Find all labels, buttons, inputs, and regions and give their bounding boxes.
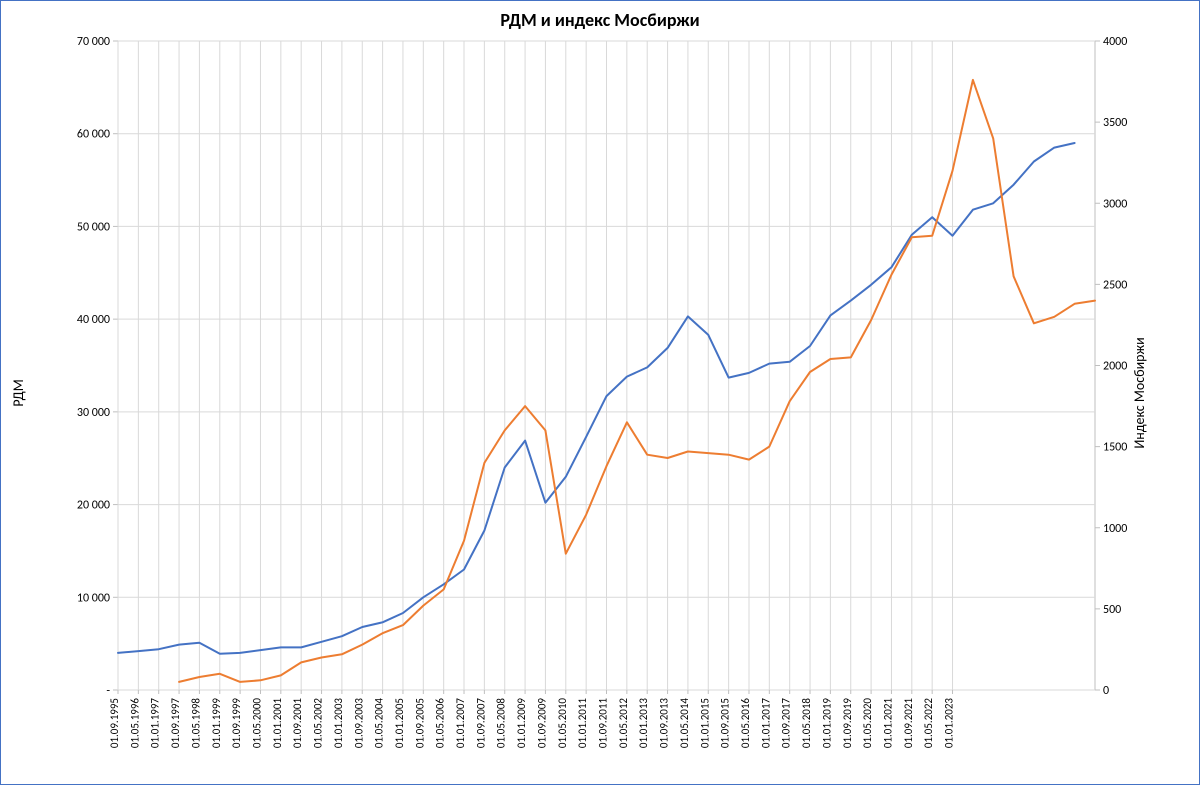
- x-tick-label: 01.01.2007: [454, 698, 467, 749]
- x-tick-label: 01.05.1996: [128, 698, 141, 749]
- y-right-tick-label: 4000: [1103, 37, 1127, 49]
- y-left-tick-label: 40 000: [77, 313, 110, 327]
- y-right-tick-label: 0: [1103, 684, 1109, 694]
- x-tick-label: 01.09.2021: [902, 698, 915, 749]
- x-tick-label: 01.05.2004: [373, 698, 386, 749]
- x-tick-label: 01.09.2011: [597, 698, 610, 749]
- x-tick-label: 01.01.2001: [271, 698, 284, 749]
- x-tick-label: 01.05.2006: [434, 698, 447, 749]
- y-left-tick-label: 30 000: [77, 406, 110, 420]
- x-tick-label: 01.01.2015: [698, 698, 711, 748]
- y-right-tick-label: 1500: [1103, 441, 1127, 455]
- x-tick-label: 01.09.2003: [352, 698, 365, 749]
- x-tick-label: 01.01.2013: [637, 698, 650, 749]
- y-right-tick-label: 3000: [1103, 197, 1127, 211]
- y-left-tick-label: 20 000: [77, 499, 110, 513]
- x-tick-label: 01.09.1995: [108, 698, 121, 748]
- x-tick-label: 01.09.2019: [841, 698, 854, 749]
- x-tick-label: 01.05.2012: [617, 698, 630, 749]
- chart-container: РДМ и индекс Мосбиржи РДМ Индекс Мосбирж…: [0, 0, 1200, 785]
- x-tick-label: 01.01.1999: [210, 698, 223, 749]
- x-tick-label: 01.05.2022: [922, 698, 935, 749]
- plot-area: - 10 000 20 000 30 000 40 000 50 000 60 000 70 …: [66, 37, 1137, 694]
- chart-title: РДМ и индекс Мосбиржи: [1, 9, 1199, 31]
- x-tick-label: 01.05.2014: [678, 698, 691, 749]
- x-tick-label: 01.05.2000: [250, 698, 263, 749]
- x-tick-label: 01.01.2017: [759, 698, 772, 749]
- x-tick-label: 01.09.2009: [535, 698, 548, 749]
- x-tick-label: 01.05.2002: [312, 698, 325, 749]
- y-right-tick-label: 3500: [1103, 116, 1127, 130]
- x-tick-label: 01.09.2017: [780, 698, 793, 749]
- y-right-tick-label: 500: [1103, 603, 1121, 617]
- x-tick-label: 01.09.1999: [230, 698, 243, 749]
- y-left-tick-label: 50 000: [77, 220, 110, 234]
- y-right-tick-label: 1000: [1103, 522, 1127, 536]
- y-left-tick-label: 60 000: [77, 128, 110, 142]
- y-axis-left-label: РДМ: [10, 379, 27, 406]
- y-left-tick-label: 70 000: [77, 37, 110, 49]
- y-right-tick-label: 2000: [1103, 360, 1127, 374]
- x-tick-label: 01.05.2018: [800, 698, 813, 749]
- x-tick-label: 01.09.1997: [169, 698, 182, 749]
- chart-svg: - 10 000 20 000 30 000 40 000 50 000 60 000 70 …: [66, 37, 1137, 694]
- x-tick-label: 01.01.2011: [576, 698, 589, 749]
- x-tick-label: 01.05.1998: [189, 698, 202, 749]
- x-tick-label: 01.09.2005: [413, 698, 426, 748]
- x-tick-label: 01.09.2013: [658, 698, 671, 749]
- x-tick-label: 01.01.2019: [820, 698, 833, 749]
- x-tick-label: 01.01.1997: [149, 698, 162, 749]
- y-left-tick-label: 10 000: [77, 591, 110, 605]
- x-tick-label: 01.01.2021: [881, 698, 894, 749]
- x-tick-label: 01.05.2010: [556, 698, 569, 749]
- x-tick-label: 01.05.2016: [739, 698, 752, 749]
- x-tick-label: 01.05.2008: [495, 698, 508, 749]
- x-tick-label: 01.01.2023: [943, 698, 956, 749]
- x-tick-label: 01.09.2001: [291, 698, 304, 749]
- x-tick-label: 01.01.2003: [332, 698, 345, 749]
- y-left-tick-label: -: [106, 684, 110, 694]
- x-tick-label: 01.05.2020: [861, 698, 874, 749]
- y-right-tick-label: 2500: [1103, 278, 1127, 292]
- x-tick-label: 01.01.2009: [515, 698, 528, 749]
- x-tick-label: 01.09.2015: [719, 698, 732, 748]
- x-tick-label: 01.01.2005: [393, 698, 406, 748]
- x-tick-label: 01.09.2007: [474, 698, 487, 749]
